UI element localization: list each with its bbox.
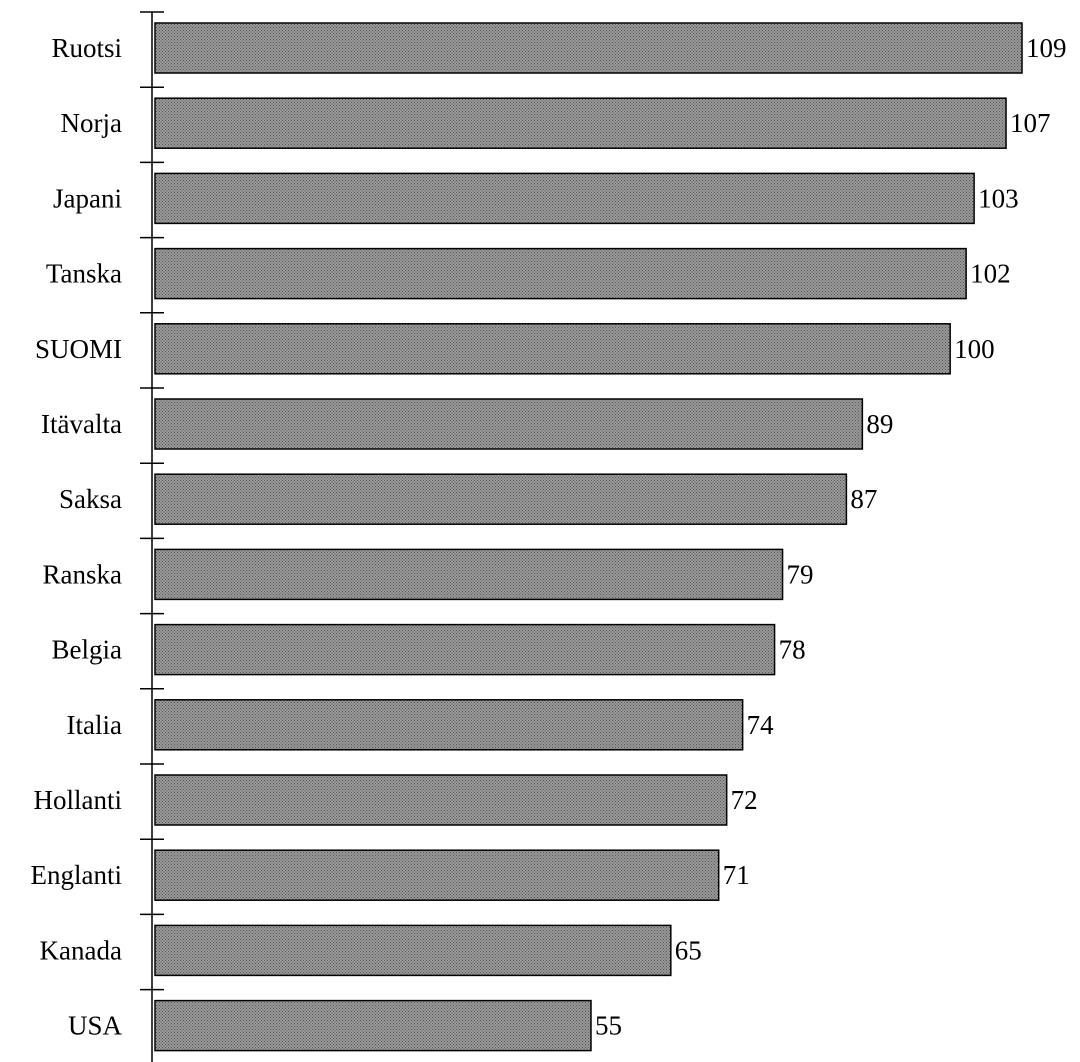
bar-itävalta — [154, 398, 864, 450]
category-label: Italia — [67, 710, 122, 740]
bars — [154, 22, 1023, 1052]
bar-norja — [154, 97, 1007, 149]
value-label: 107 — [1010, 108, 1050, 138]
bar-hollanti — [154, 774, 728, 826]
category-label: Kanada — [40, 935, 122, 965]
value-labels: 109 107 103 102 100 89 87 79 78 74 72 71 65 55 — [595, 33, 1067, 1041]
bar-suomi — [154, 323, 951, 375]
bar-tanska — [154, 247, 967, 300]
value-label: 72 — [731, 785, 758, 815]
value-label: 55 — [595, 1011, 622, 1041]
bar-japani — [154, 172, 975, 225]
value-label: 71 — [723, 860, 750, 890]
category-label: Tanska — [46, 259, 122, 289]
category-label: SUOMI — [35, 334, 122, 364]
value-label: 78 — [779, 635, 806, 665]
category-label: Ranska — [43, 559, 123, 589]
bar-italia — [154, 699, 744, 751]
category-label: Norja — [61, 108, 122, 138]
category-labels: Ruotsi Norja Japani Tanska SUOMI Itävalta Saks… — [31, 33, 123, 1041]
value-label: 102 — [970, 259, 1011, 289]
category-label: Japani — [53, 183, 122, 213]
bar-ranska — [154, 548, 784, 601]
category-label: Belgia — [52, 635, 122, 665]
value-label: 65 — [675, 935, 702, 965]
value-label: 87 — [850, 484, 877, 514]
bar-kanada — [154, 924, 672, 977]
category-label: Hollanti — [34, 785, 123, 815]
bar-englanti — [154, 849, 720, 901]
category-label: USA — [68, 1011, 123, 1041]
category-label: Ruotsi — [51, 33, 122, 63]
value-label: 79 — [787, 559, 814, 589]
bar-usa — [154, 999, 592, 1052]
category-label: Englanti — [31, 860, 122, 890]
bar-belgia — [154, 623, 776, 676]
value-label: 103 — [978, 183, 1019, 213]
value-label: 100 — [954, 334, 995, 364]
value-label: 109 — [1026, 33, 1067, 63]
category-label: Saksa — [59, 484, 122, 514]
category-label: Itävalta — [41, 409, 122, 439]
bar-saksa — [154, 473, 848, 525]
bar-ruotsi — [154, 22, 1023, 74]
value-label: 74 — [747, 710, 775, 740]
value-label: 89 — [866, 409, 893, 439]
